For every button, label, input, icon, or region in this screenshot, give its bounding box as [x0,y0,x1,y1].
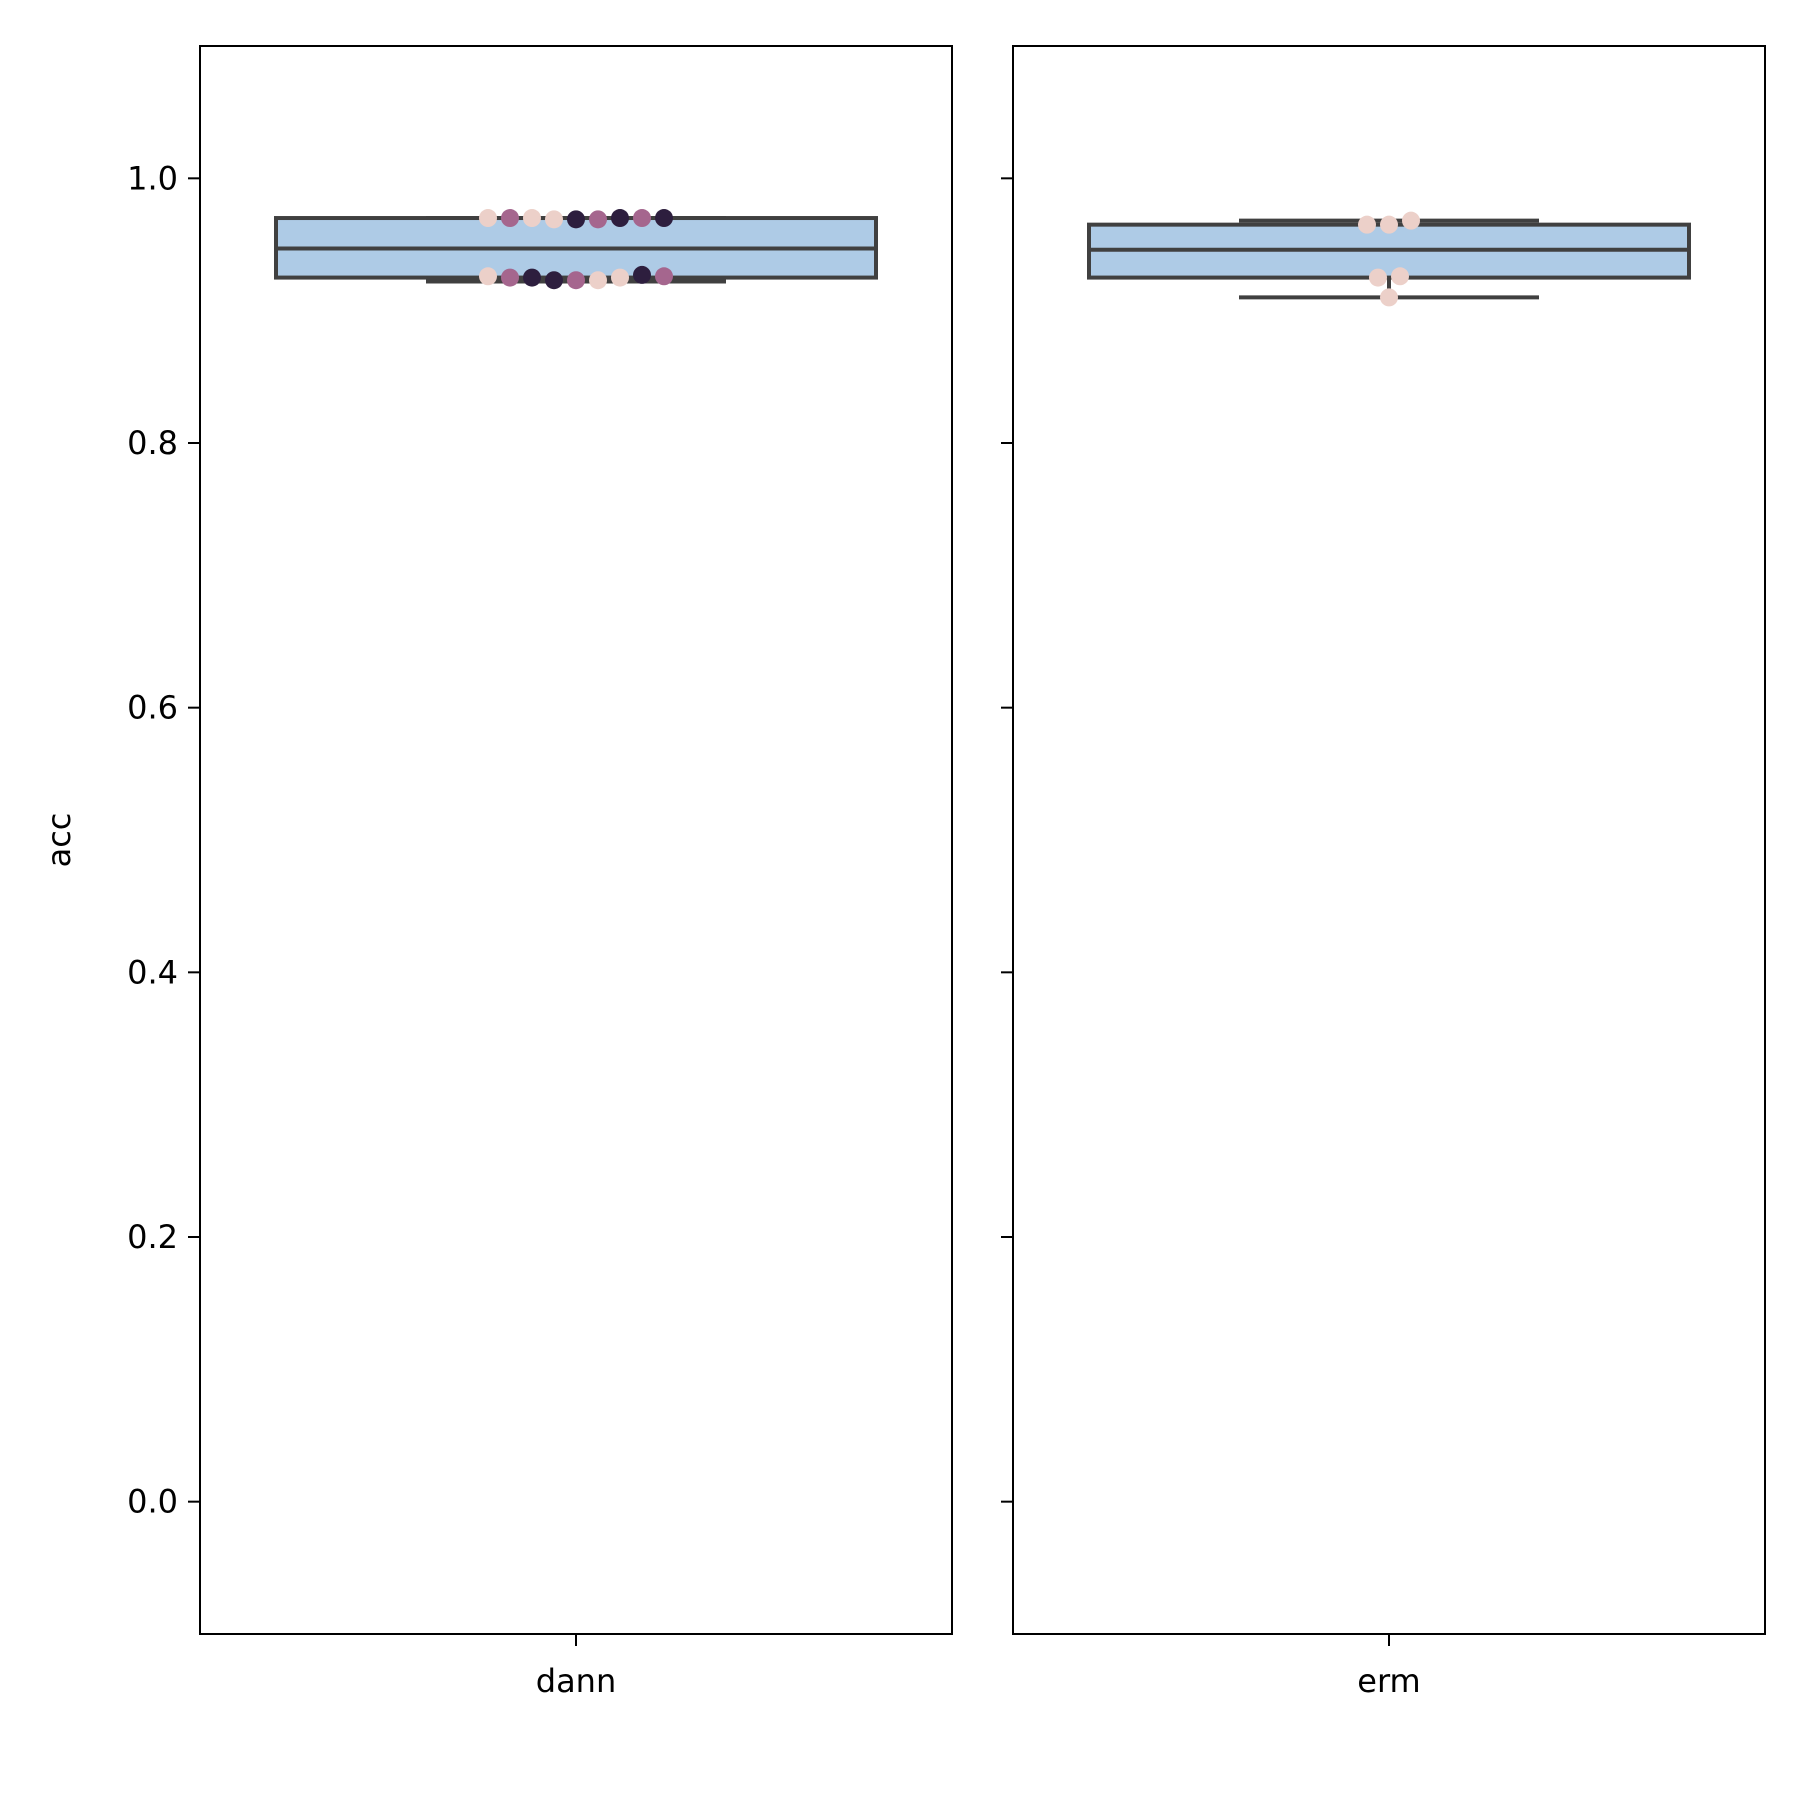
data-point [1369,268,1387,287]
y-tick-label: 0.0 [127,1483,178,1521]
data-point [501,209,519,228]
data-point [1391,267,1409,286]
data-point [611,209,629,228]
data-point [567,210,585,229]
data-point [479,267,497,286]
data-point [523,209,541,228]
data-point [1358,215,1376,234]
data-point [633,265,651,284]
data-point [501,268,519,287]
y-tick-label: 0.4 [127,953,178,991]
data-point [1402,211,1420,230]
y-axis-label: acc [40,813,78,868]
y-tick-label: 0.2 [127,1218,178,1256]
y-tick-label: 0.6 [127,689,178,727]
data-point [545,210,563,229]
data-point [655,267,673,286]
data-point [611,268,629,287]
data-point [545,271,563,290]
data-point [633,209,651,228]
axes-frame [1012,45,1766,1635]
data-point [567,271,585,290]
axes-frame [199,45,953,1635]
x-tick-label: erm [1357,1662,1420,1700]
data-point [589,271,607,290]
data-point [523,268,541,287]
data-point [1380,288,1398,307]
data-point [655,209,673,228]
data-point [479,209,497,228]
x-tick-label: dann [536,1662,616,1700]
data-point [589,210,607,229]
data-point [1380,215,1398,234]
y-tick-label: 1.0 [127,159,178,197]
y-tick-label: 0.8 [127,424,178,462]
